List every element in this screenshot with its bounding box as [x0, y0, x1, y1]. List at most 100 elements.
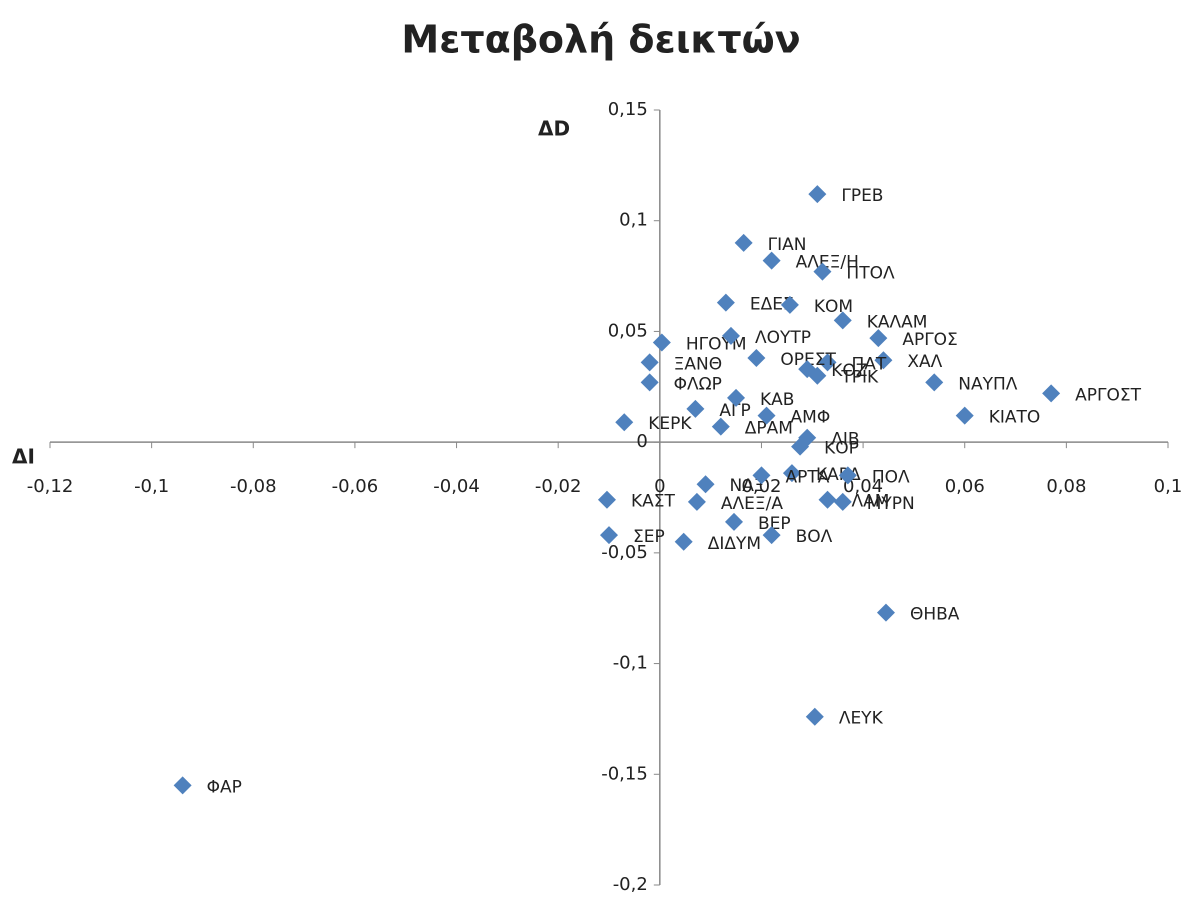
point-label: ΑΡΓΟΣ: [902, 330, 957, 350]
point-label: ΒΟΛ: [796, 527, 833, 547]
x-tick-label: 0,04: [843, 476, 883, 497]
point: [640, 373, 659, 392]
y-axis-title: ΔD: [538, 117, 570, 141]
point: [808, 366, 827, 385]
point-label: ΔΙΔΥΜ: [708, 534, 761, 554]
point-label: ΦΑΡ: [207, 777, 242, 797]
point: [747, 349, 766, 367]
point: [597, 490, 616, 509]
point: [838, 466, 857, 485]
point: [805, 707, 824, 726]
point-label: ΣΕΡ: [633, 527, 665, 547]
point: [686, 399, 705, 418]
point: [711, 417, 730, 436]
x-tick-label: -0,12: [27, 476, 74, 497]
x-tick-label: -0,02: [535, 476, 582, 497]
x-tick-label: -0,06: [332, 476, 379, 497]
point-label: ΚΟΖ: [831, 361, 867, 381]
point-label: ΑΓΡ: [719, 401, 750, 421]
point: [869, 329, 888, 348]
x-tick-label: 0: [654, 476, 665, 497]
point-label: ΘΗΒΑ: [910, 605, 960, 625]
point-label: ΤΡΙΚ: [840, 368, 879, 388]
x-tick-label: 0,08: [1046, 476, 1086, 497]
point: [791, 437, 810, 456]
point-label: ΟΡΕΣΤ: [780, 350, 836, 370]
x-tick-label: -0,04: [433, 476, 480, 497]
point-label: ΞΑΝΘ: [674, 354, 722, 374]
point-label: ΛΟΥΤΡ: [755, 328, 811, 348]
point-label: ΑΡΤΑ: [785, 467, 829, 487]
chart-title: Μεταβολή δεικτών: [401, 18, 800, 62]
x-tick-label: 0,1: [1154, 476, 1183, 497]
point: [173, 776, 192, 795]
x-tick-label: -0,1: [134, 476, 169, 497]
point-label: ΚΟΡ: [824, 439, 859, 459]
y-tick-label: 0: [636, 431, 647, 452]
point-label: ΚΑΛΑΜ: [867, 312, 928, 332]
point-label: ΚΕΡΚ: [648, 414, 692, 434]
point: [762, 526, 781, 545]
point: [696, 475, 715, 494]
point-label: ΝΑΥΠΛ: [958, 374, 1018, 394]
point: [813, 262, 832, 281]
point-label: ΑΡΓΟΣΤ: [1075, 385, 1141, 405]
point-label: ΧΑΛ: [907, 352, 942, 372]
point: [874, 351, 893, 370]
y-tick-label: 0,05: [608, 320, 648, 341]
point-label: ΠΤΟΛ: [846, 264, 895, 284]
point-label: ΠΟΛ: [872, 467, 910, 487]
point: [818, 353, 837, 372]
point: [1042, 384, 1061, 403]
x-tick-label: 0,06: [945, 476, 985, 497]
point: [725, 512, 744, 531]
point: [833, 492, 852, 511]
point-label: ΛΕΥΚ: [839, 709, 884, 729]
point: [600, 526, 618, 545]
point-label: ΔΡΑΜ: [745, 419, 793, 439]
point: [640, 353, 659, 372]
point: [833, 311, 852, 330]
point: [780, 295, 799, 314]
y-tick-label: -0,05: [601, 542, 648, 563]
point: [716, 293, 735, 312]
point: [876, 603, 895, 622]
point: [762, 251, 781, 270]
y-tick-label: 0,1: [619, 210, 648, 231]
x-tick-label: -0,08: [230, 476, 277, 497]
point-label: ΑΛΕΞ/Η: [796, 253, 859, 273]
point-label: ΛΑΜ: [852, 492, 890, 512]
point-label: ΛΙΒ: [831, 430, 859, 450]
point: [727, 388, 746, 407]
point: [752, 466, 771, 485]
point-label: ΑΛΕΞ/Α: [721, 494, 783, 514]
point: [652, 333, 671, 352]
point: [818, 490, 837, 509]
point: [955, 406, 974, 425]
point-label: ΓΙΑΝ: [768, 235, 807, 255]
point-label: ΜΥΡΝ: [867, 494, 915, 514]
point: [721, 326, 740, 345]
point-label: ΠΑΤ: [852, 354, 887, 374]
point: [757, 406, 776, 425]
x-tick-label: 0,02: [741, 476, 781, 497]
point-label: ΒΕΡ: [758, 514, 791, 534]
point-label: ΦΛΩΡ: [674, 374, 722, 394]
point: [687, 492, 706, 511]
point-label: ΚΙΑΤΟ: [989, 408, 1041, 428]
point-label: ΕΔΕΣ: [750, 295, 794, 315]
point: [925, 373, 944, 392]
y-tick-label: 0,15: [608, 99, 648, 120]
point-label: ΚΟΜ: [814, 297, 853, 317]
point-label: ΓΡΕΒ: [841, 186, 883, 206]
y-tick-label: -0,15: [601, 763, 648, 784]
point-label: ΑΜΦ: [791, 408, 831, 428]
point-label: ΚΑΣΤ: [631, 492, 676, 512]
y-tick-label: -0,1: [613, 653, 648, 674]
point-label: ΚΑΒ: [760, 390, 794, 410]
x-axis-title: ΔI: [12, 445, 35, 469]
point: [674, 532, 693, 551]
point: [782, 464, 801, 483]
point: [615, 413, 634, 432]
point: [808, 185, 827, 204]
